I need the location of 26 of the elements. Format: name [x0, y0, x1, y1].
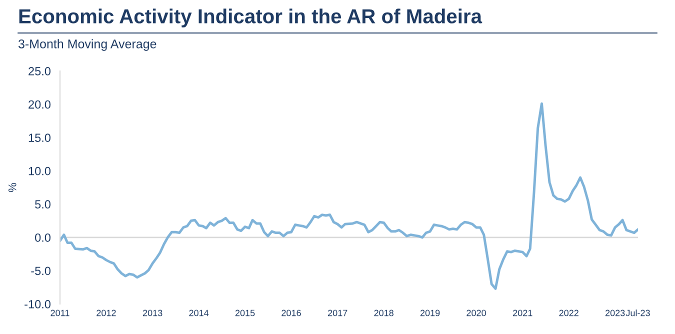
x-tick-label: 2013	[142, 310, 162, 316]
x-tick-label: 2017	[328, 310, 348, 316]
y-axis-title: %	[8, 182, 16, 192]
y-tick-label: -5.0	[31, 266, 51, 276]
chart-title: Economic Activity Indicator in the AR of Madeira	[19, 8, 482, 28]
y-tick-label: 0.0	[35, 233, 51, 242]
line-series	[60, 102, 638, 290]
x-tick-label: 2015	[235, 310, 255, 316]
x-tick-label: 2018	[374, 310, 394, 316]
x-tick-label: 2012	[96, 310, 116, 316]
x-tick-label: 2019	[420, 310, 440, 316]
y-tick-label: 15.0	[28, 134, 51, 142]
x-tick-label: 2020	[466, 310, 486, 316]
x-tick-label: 2023	[605, 310, 625, 316]
y-tick-label: 10.0	[28, 166, 51, 176]
y-tick-label: 25.0	[28, 67, 51, 76]
x-tick-label: 2021	[513, 310, 532, 316]
y-tick-label: 20.0	[28, 100, 51, 109]
y-tick-label: 5.0	[35, 200, 51, 209]
x-tick-label: 2022	[559, 310, 578, 316]
x-tick-label: 2011	[50, 310, 70, 316]
chart-subtitle: 3-Month Moving Average	[18, 39, 156, 51]
y-tick-label: -10.0	[24, 300, 51, 308]
x-tick-label: Jul-23	[626, 310, 650, 316]
x-tick-label: 2014	[189, 310, 209, 316]
x-tick-label: 2016	[282, 310, 301, 316]
